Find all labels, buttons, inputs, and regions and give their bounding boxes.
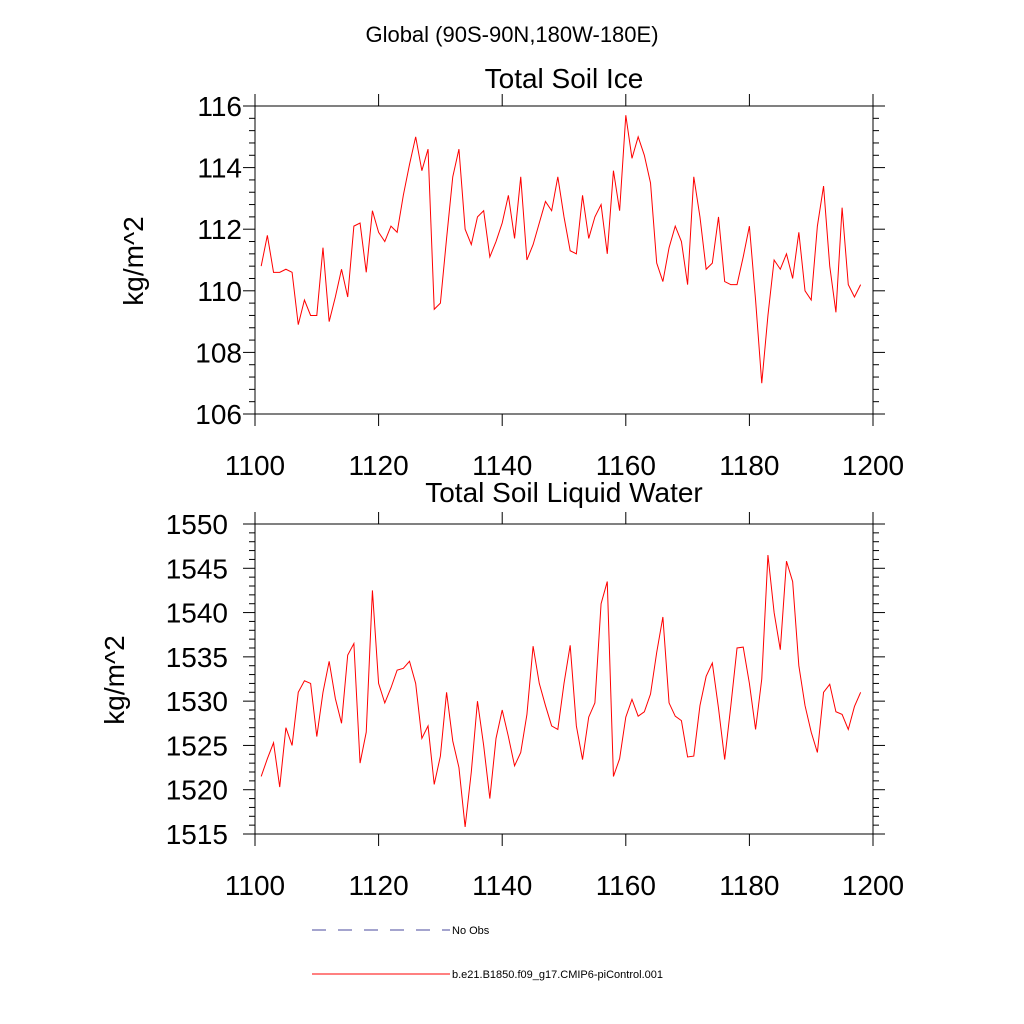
legend-obs-label: No Obs [452, 925, 490, 937]
y-tick-label: 1535 [166, 642, 228, 673]
y-tick-label: 114 [197, 153, 242, 184]
panel-title: Total Soil Liquid Water [425, 477, 703, 508]
plot-frame [254, 523, 874, 835]
x-tick-label: 1140 [472, 870, 532, 901]
y-tick-label: 112 [197, 214, 242, 245]
panel-total-soil-ice: Total Soil Ice kg/m^2 1100 1120 1140 1160 11… [118, 63, 904, 481]
x-tick-label: 1120 [348, 450, 408, 481]
x-tick-label: 1100 [225, 450, 285, 481]
y-tick-label: 116 [197, 91, 242, 122]
y-tick-label: 1525 [166, 730, 228, 761]
panel-total-soil-liquid-water: Total Soil Liquid Water kg/m^2 1100 1120 1… [99, 477, 904, 901]
series-line-model [260, 115, 862, 384]
y-tick-label: 1540 [166, 598, 228, 629]
x-tick-label: 1140 [472, 450, 532, 481]
x-tick-label: 1200 [842, 870, 904, 901]
x-tick-label: 1160 [596, 870, 656, 901]
x-tick-label: 1160 [596, 450, 656, 481]
y-tick-label: 1550 [166, 509, 228, 540]
y-tick-label: 108 [195, 337, 242, 368]
legend-model-label: b.e21.B1850.f09_g17.CMIP6-piControl.001 [452, 969, 663, 981]
y-tick-label: 1515 [166, 819, 228, 850]
figure-suptitle: Global (90S-90N,180W-180E) [365, 22, 658, 47]
x-tick-label: 1120 [348, 870, 408, 901]
x-tick-label: 1180 [719, 450, 779, 481]
series-line-model [260, 554, 862, 827]
y-axis-label: kg/m^2 [118, 216, 149, 305]
x-tick-label: 1180 [719, 870, 779, 901]
x-tick-label: 1200 [842, 450, 904, 481]
panel-title: Total Soil Ice [485, 63, 644, 94]
y-tick-label: 1530 [166, 686, 228, 717]
x-tick-label: 1100 [225, 870, 285, 901]
y-tick-label: 106 [195, 399, 242, 430]
y-tick-label: 1520 [166, 775, 228, 806]
y-tick-label: 1545 [166, 553, 228, 584]
plot-frame [254, 105, 874, 415]
legend: No Obs b.e21.B1850.f09_g17.CMIP6-piContr… [312, 925, 663, 981]
y-axis-label: kg/m^2 [99, 635, 130, 724]
y-tick-label: 110 [197, 276, 242, 307]
